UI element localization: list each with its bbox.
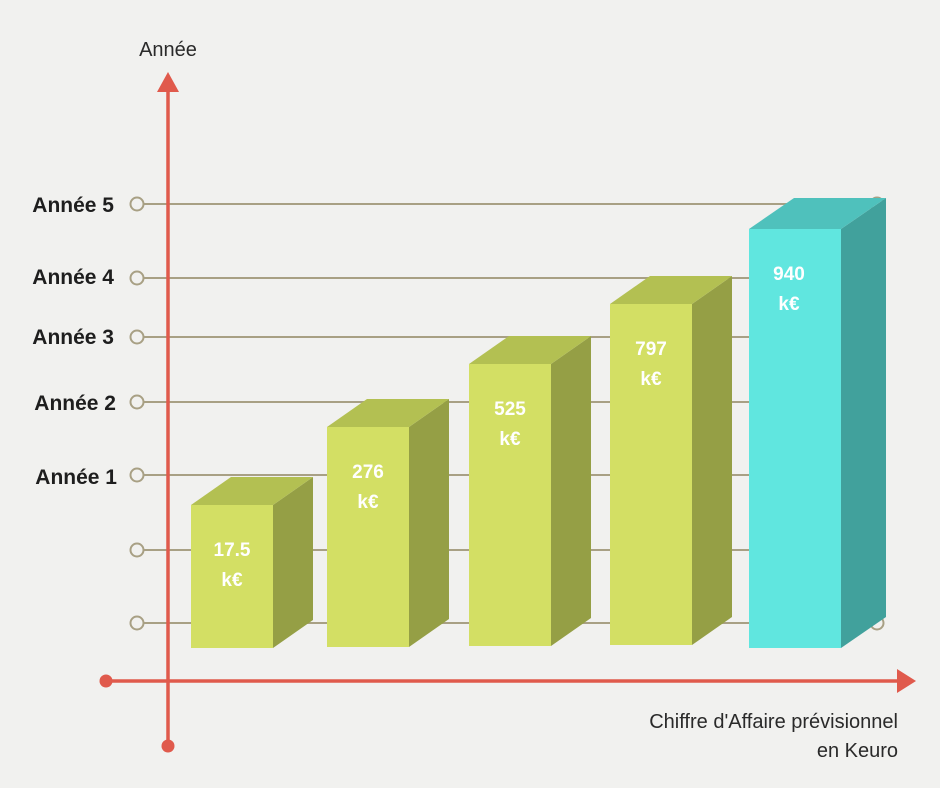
bar-top [610, 276, 732, 304]
bar-value-label: 940 [773, 264, 805, 285]
row-label: Année 1 [35, 466, 117, 489]
row-label: Année 3 [32, 326, 114, 349]
bar-front [749, 229, 841, 648]
bar-unit-label: k€ [221, 570, 243, 591]
y-axis-arrow-icon [157, 72, 179, 92]
bar-value-label: 525 [494, 399, 526, 420]
row-labels: Année 5 Année 4 Année 3 Année 2 Année 1 [32, 194, 117, 489]
grid-marker [129, 615, 145, 631]
y-axis-origin-dot [161, 739, 175, 753]
bar-front [327, 427, 409, 647]
bar-unit-label: k€ [640, 369, 662, 390]
bar-value-label: 276 [352, 462, 384, 483]
grid-marker [129, 542, 145, 558]
bar-1: 17.5 k€ [191, 477, 313, 648]
grid-marker [129, 329, 145, 345]
grid-marker [129, 467, 145, 483]
row-label: Année 2 [34, 392, 116, 415]
grid-marker [129, 196, 145, 212]
bar-side [273, 477, 313, 648]
x-axis-arrow-icon [897, 669, 916, 693]
bar-top [749, 198, 886, 229]
bar-3: 525 k€ [469, 336, 591, 646]
bar-top [469, 336, 591, 364]
bar-front [610, 304, 692, 645]
bar-5: 940 k€ [749, 198, 886, 648]
bar-side [841, 198, 886, 648]
bar-side [551, 336, 591, 646]
bar-top [327, 399, 449, 427]
x-axis-title-line-2: en Keuro [817, 740, 898, 762]
x-axis-origin-dot [99, 674, 113, 688]
bar-value-label: 17.5 [214, 540, 251, 561]
bar-2: 276 k€ [327, 399, 449, 647]
bar-value-label: 797 [635, 339, 667, 360]
bar-4: 797 k€ [610, 276, 732, 645]
bar-unit-label: k€ [499, 429, 521, 450]
x-axis-title-line-1: Chiffre d'Affaire prévisionnel [649, 711, 898, 733]
bar-side [409, 399, 449, 647]
row-label: Année 4 [32, 266, 114, 289]
row-label: Année 5 [32, 194, 114, 217]
bars: 17.5 k€ 276 k€ 525 k€ 797 k€ 940 k€ [191, 198, 886, 648]
bar-top [191, 477, 313, 505]
bar-side [692, 276, 732, 645]
axes [99, 72, 916, 753]
grid-marker [129, 394, 145, 410]
bar-front [469, 364, 551, 646]
grid-marker [129, 270, 145, 286]
bar-unit-label: k€ [778, 294, 800, 315]
bar-unit-label: k€ [357, 492, 379, 513]
y-axis-title: Année [139, 39, 197, 61]
bar-front [191, 505, 273, 648]
